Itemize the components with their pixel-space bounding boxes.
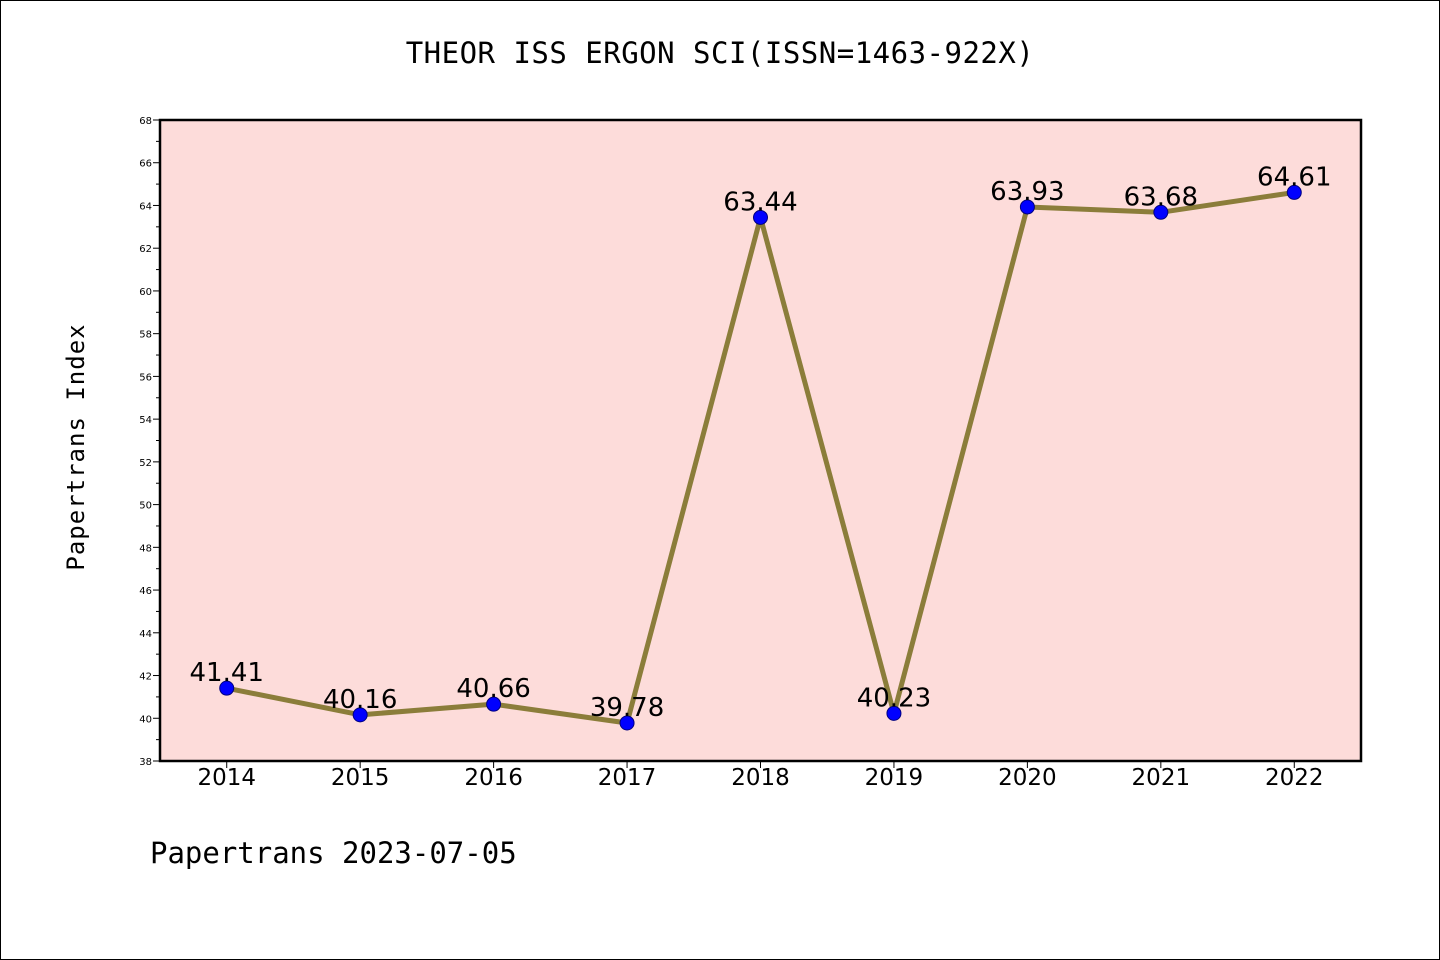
data-point <box>352 707 368 723</box>
y-tick-label: 52 <box>139 458 152 469</box>
data-label: 40.23 <box>857 683 931 713</box>
y-tick-label: 68 <box>139 116 152 127</box>
y-tick-label: 46 <box>139 586 152 597</box>
data-label: 63.93 <box>990 177 1064 207</box>
data-point <box>1019 199 1035 215</box>
y-tick-label: 42 <box>139 672 152 683</box>
data-point <box>1286 184 1302 200</box>
x-tick-label: 2015 <box>331 765 390 791</box>
data-label: 40.66 <box>456 674 530 704</box>
x-axis: 2014 2015 2016 2017 2018 2019 2020 2021 2022 <box>197 761 1324 791</box>
y-tick-label: 54 <box>139 415 152 426</box>
y-tick-label: 40 <box>139 714 152 725</box>
x-tick-label: 2021 <box>1132 765 1191 791</box>
data-point <box>486 696 502 712</box>
y-tick-label: 50 <box>139 501 152 512</box>
data-point <box>619 715 635 731</box>
data-label: 63.44 <box>723 187 797 217</box>
y-tick-label: 62 <box>139 244 152 255</box>
data-label: 63.68 <box>1124 182 1198 212</box>
y-tick-label: 38 <box>139 757 152 768</box>
x-tick-label: 2019 <box>865 765 924 791</box>
x-tick-label: 2018 <box>731 765 790 791</box>
series-group: 41.41 40.16 40.66 39.78 63.44 40.23 63.93 63.68… <box>190 162 1331 731</box>
data-label: 41.41 <box>190 658 264 688</box>
x-tick-label: 2020 <box>998 765 1057 791</box>
data-point <box>219 680 235 696</box>
x-tick-label: 2014 <box>197 765 256 791</box>
footer-date-text: Papertrans 2023-07-05 <box>150 836 517 870</box>
y-tick-label: 66 <box>139 159 152 170</box>
plot-border <box>158 118 1363 763</box>
x-tick-label: 2022 <box>1265 765 1324 791</box>
y-tick-label: 60 <box>139 287 152 298</box>
data-point <box>886 705 902 721</box>
y-tick-label: 56 <box>139 372 152 383</box>
data-point <box>1153 204 1169 220</box>
y-axis: 38 40 42 44 46 48 50 52 54 56 58 60 62 64 66 68 <box>139 116 160 768</box>
data-label: 39.78 <box>590 693 664 723</box>
y-tick-label: 48 <box>139 543 152 554</box>
data-label: 40.16 <box>323 685 397 715</box>
data-label: 64.61 <box>1257 162 1331 192</box>
x-tick-label: 2017 <box>598 765 657 791</box>
data-point <box>753 209 768 225</box>
y-tick-label: 44 <box>139 629 152 640</box>
x-tick-label: 2016 <box>464 765 523 791</box>
chart-title: THEOR ISS ERGON SCI(ISSN=1463-922X) <box>405 36 1035 70</box>
y-tick-label: 64 <box>139 201 152 212</box>
y-tick-label: 58 <box>139 330 152 341</box>
